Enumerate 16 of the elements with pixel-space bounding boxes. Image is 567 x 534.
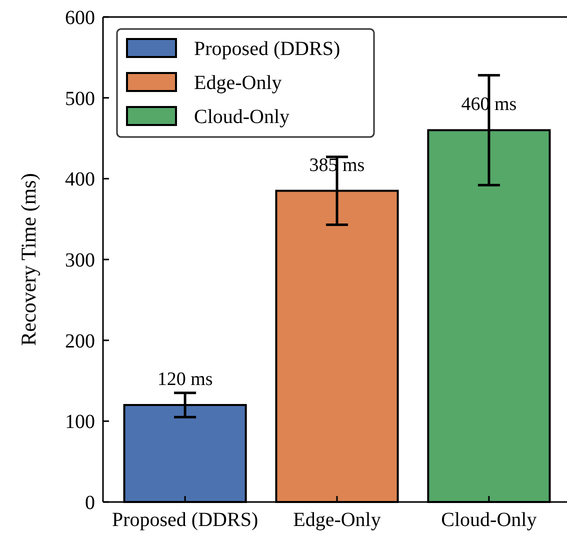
y-tick-label: 600 [65, 7, 95, 29]
y-tick-label: 400 [65, 168, 95, 191]
x-tick-label: Proposed (DDRS) [112, 509, 258, 531]
y-tick-label: 0 [85, 492, 95, 514]
legend-label: Edge-Only [194, 72, 282, 94]
legend-label: Cloud-Only [194, 106, 290, 128]
data-label: 120 ms [157, 369, 213, 390]
x-tick-label: Edge-Only [293, 509, 381, 531]
y-tick-label: 300 [65, 250, 95, 272]
data-label: 385 ms [309, 154, 365, 176]
y-axis-title: Recovery Time (ms) [16, 173, 40, 346]
legend-label: Proposed (DDRS) [194, 38, 340, 60]
y-tick-label: 500 [65, 88, 95, 110]
y-tick-label: 100 [65, 411, 95, 434]
x-tick-label: Cloud-Only [441, 509, 537, 531]
y-tick-label: 200 [65, 330, 95, 352]
